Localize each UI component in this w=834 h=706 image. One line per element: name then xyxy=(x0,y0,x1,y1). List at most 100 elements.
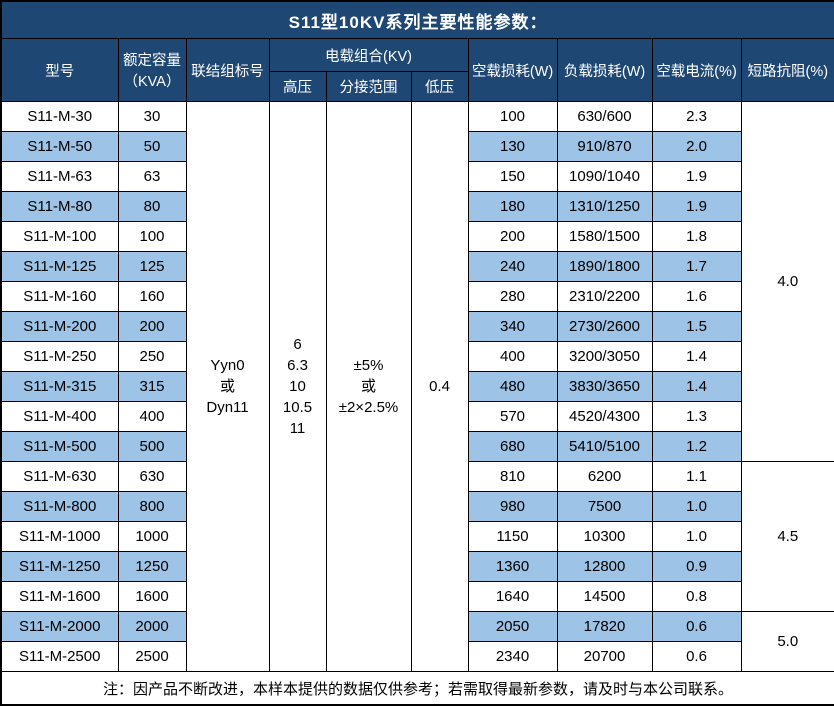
table-body: S11-M-30 30 Yyn0 或 Dyn11 6 6.3 10 10.5 11 ±5% 或 ±2×2… xyxy=(0,101,834,672)
model-cell: S11-M-160 xyxy=(0,281,119,312)
no-load-loss-cell: 340 xyxy=(467,311,558,342)
load-loss-cell: 12800 xyxy=(556,551,653,582)
connection-group-cell-line: Dyn11 xyxy=(206,399,249,416)
low-voltage-cell: 0.4 xyxy=(410,101,469,672)
no-load-loss-cell: 1640 xyxy=(467,581,558,612)
tap-range-cell: ±5% 或 ±2×2.5% xyxy=(325,101,412,672)
no-load-current-cell: 1.4 xyxy=(651,341,742,372)
connection-group-cell-line: Yyn0 xyxy=(210,357,245,374)
no-load-current-cell: 2.0 xyxy=(651,131,742,162)
load-loss-cell: 6200 xyxy=(556,461,653,492)
capacity-cell: 30 xyxy=(117,101,187,132)
table-note: 注：因产品不断改进，本样本提供的数据仅供参考；若需取得最新参数，请及时与本公司联… xyxy=(0,671,834,706)
model-cell: S11-M-2000 xyxy=(0,611,119,642)
table-row: S11-M-1250 1250 1360 12800 0.9 xyxy=(0,551,834,582)
table-row: S11-M-400 400 570 4520/4300 1.3 xyxy=(0,401,834,432)
no-load-loss-cell: 810 xyxy=(467,461,558,492)
capacity-header-line2: （KVA） xyxy=(123,74,181,90)
capacity-cell: 1250 xyxy=(117,551,187,582)
model-cell: S11-M-630 xyxy=(0,461,119,492)
capacity-cell: 80 xyxy=(117,191,187,222)
model-cell: S11-M-30 xyxy=(0,101,119,132)
no-load-loss-cell: 680 xyxy=(467,431,558,462)
no-load-loss-cell: 1150 xyxy=(467,521,558,552)
no-load-loss-cell: 150 xyxy=(467,161,558,192)
load-loss-cell: 630/600 xyxy=(556,101,653,132)
no-load-current-cell: 0.9 xyxy=(651,551,742,582)
no-load-current-cell: 1.9 xyxy=(651,191,742,222)
high-voltage-cell-line: 6.3 xyxy=(287,357,308,374)
no-load-current-cell: 1.4 xyxy=(651,371,742,402)
col-header-hv: 高压 xyxy=(268,71,327,102)
no-load-loss-cell: 180 xyxy=(467,191,558,222)
capacity-cell: 125 xyxy=(117,251,187,282)
no-load-current-cell: 1.7 xyxy=(651,251,742,282)
load-loss-cell: 910/870 xyxy=(556,131,653,162)
tap-range-cell-line: ±5% xyxy=(353,357,384,374)
load-loss-cell: 4520/4300 xyxy=(556,401,653,432)
load-loss-cell: 14500 xyxy=(556,581,653,612)
load-loss-cell: 1090/1040 xyxy=(556,161,653,192)
capacity-cell: 100 xyxy=(117,221,187,252)
title-row: S11型10KV系列主要性能参数： xyxy=(0,0,834,39)
table-row: S11-M-125 125 240 1890/1800 1.7 xyxy=(0,251,834,282)
col-header-connection: 联结组标号 xyxy=(185,38,270,102)
no-load-loss-cell: 2050 xyxy=(467,611,558,642)
col-header-tap: 分接范围 xyxy=(325,71,412,102)
no-load-loss-cell: 2340 xyxy=(467,641,558,672)
load-loss-cell: 3200/3050 xyxy=(556,341,653,372)
load-loss-cell: 1310/1250 xyxy=(556,191,653,222)
no-load-current-cell: 2.3 xyxy=(651,101,742,132)
load-loss-cell: 20700 xyxy=(556,641,653,672)
high-voltage-cell-line: 10.5 xyxy=(282,399,313,416)
capacity-cell: 160 xyxy=(117,281,187,312)
load-loss-cell: 17820 xyxy=(556,611,653,642)
model-cell: S11-M-400 xyxy=(0,401,119,432)
col-header-load-combo: 电载组合(KV) xyxy=(268,38,469,72)
no-load-current-cell: 0.8 xyxy=(651,581,742,612)
impedance-cell: 4.0 xyxy=(740,101,834,462)
table-row: S11-M-315 315 480 3830/3650 1.4 xyxy=(0,371,834,402)
capacity-header-line1: 额定容量 xyxy=(123,53,181,69)
col-header-model: 型号 xyxy=(0,38,119,102)
note-row: 注：因产品不断改进，本样本提供的数据仅供参考；若需取得最新参数，请及时与本公司联… xyxy=(0,671,834,706)
load-loss-cell: 2310/2200 xyxy=(556,281,653,312)
load-loss-cell: 1580/1500 xyxy=(556,221,653,252)
no-load-current-cell: 1.0 xyxy=(651,491,742,522)
table-row: S11-M-100 100 200 1580/1500 1.8 xyxy=(0,221,834,252)
no-load-loss-cell: 400 xyxy=(467,341,558,372)
no-load-current-cell: 1.0 xyxy=(651,521,742,552)
no-load-current-cell: 1.3 xyxy=(651,401,742,432)
model-cell: S11-M-315 xyxy=(0,371,119,402)
col-header-load-loss: 负载损耗(W) xyxy=(556,38,653,102)
model-cell: S11-M-1600 xyxy=(0,581,119,612)
capacity-cell: 250 xyxy=(117,341,187,372)
connection-group-cell: Yyn0 或 Dyn11 xyxy=(185,101,270,672)
load-loss-cell: 3830/3650 xyxy=(556,371,653,402)
capacity-cell: 1000 xyxy=(117,521,187,552)
model-cell: S11-M-1000 xyxy=(0,521,119,552)
connection-group-cell-line: 或 xyxy=(219,378,235,395)
no-load-loss-cell: 100 xyxy=(467,101,558,132)
model-cell: S11-M-100 xyxy=(0,221,119,252)
impedance-cell: 4.5 xyxy=(740,461,834,612)
model-cell: S11-M-125 xyxy=(0,251,119,282)
header-row-2: 高压 分接范围 低压 xyxy=(1,71,834,102)
no-load-current-cell: 1.5 xyxy=(651,311,742,342)
capacity-cell: 400 xyxy=(117,401,187,432)
table-row: S11-M-2500 2500 2340 20700 0.6 xyxy=(0,641,834,672)
no-load-current-cell: 1.8 xyxy=(651,221,742,252)
capacity-cell: 63 xyxy=(117,161,187,192)
col-header-impedance: 短路抗阻(%) xyxy=(740,38,834,102)
table-row: S11-M-30 30 Yyn0 或 Dyn11 6 6.3 10 10.5 11 ±5% 或 ±2×2… xyxy=(0,101,834,672)
capacity-cell: 2000 xyxy=(117,611,187,642)
load-loss-cell: 1890/1800 xyxy=(556,251,653,282)
page-title: S11型10KV系列主要性能参数： xyxy=(0,0,834,39)
model-cell: S11-M-50 xyxy=(0,131,119,162)
capacity-cell: 800 xyxy=(117,491,187,522)
high-voltage-cell: 6 6.3 10 10.5 11 xyxy=(268,101,327,672)
no-load-current-cell: 0.6 xyxy=(651,641,742,672)
table-row: S11-M-63 63 150 1090/1040 1.9 xyxy=(0,161,834,192)
tap-range-cell-line: 或 xyxy=(360,378,376,395)
